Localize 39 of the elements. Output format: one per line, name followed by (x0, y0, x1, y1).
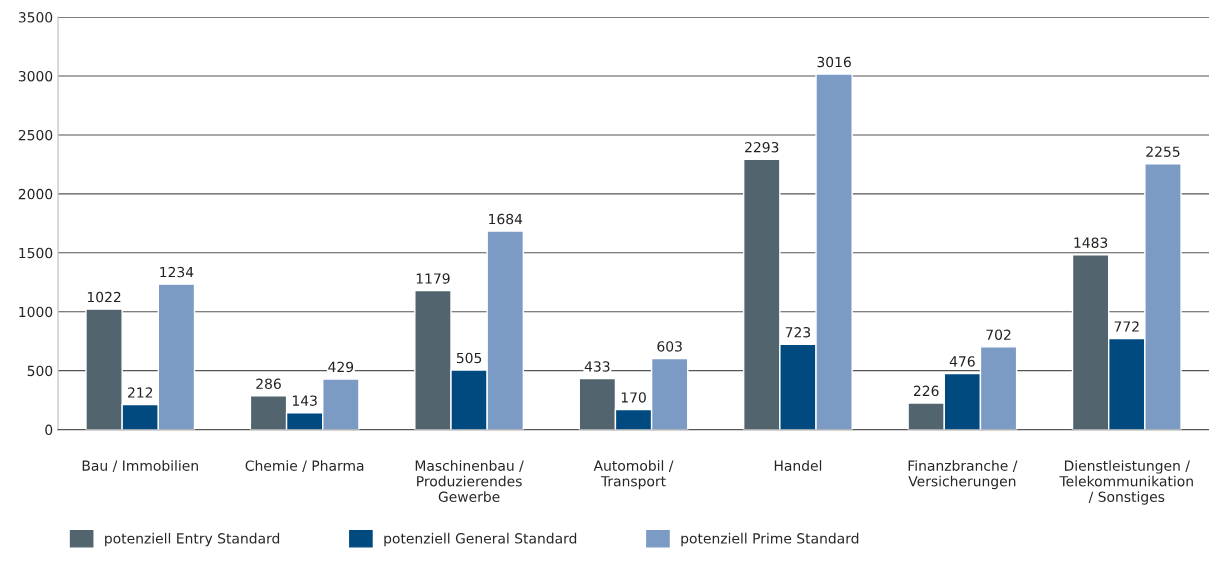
y-tick-label: 3000 (18, 70, 53, 82)
data-label: 286 (256, 378, 281, 390)
legend-label: potenziell General Standard (384, 532, 577, 547)
y-tick-label: 1500 (19, 247, 53, 259)
data-label: 702 (986, 329, 1011, 340)
data-label: 212 (128, 387, 153, 398)
x-tick-label: Chemie / Pharma (245, 460, 364, 472)
y-tick-label: 0 (45, 424, 53, 436)
y-tick-label: 2500 (18, 129, 53, 141)
data-label: 1179 (416, 273, 450, 284)
legend-label: potenziell Prime Standard (681, 532, 859, 547)
data-label: 772 (1114, 321, 1139, 332)
data-label: 433 (584, 361, 610, 372)
y-tick-label: 1000 (19, 306, 53, 318)
data-label: 603 (657, 341, 682, 352)
legend-label: potenziell Entry Standard (105, 532, 280, 547)
x-tick-label: Dienstleistungen / Telekommunikation / Sonstiges (1059, 460, 1193, 505)
data-label: 2255 (1146, 146, 1180, 157)
x-tick-label: Maschinenbau / Produzierendes Gewerbe (415, 460, 524, 503)
data-label: 1234 (160, 266, 194, 278)
data-label: 2293 (745, 141, 779, 153)
y-tick-label: 2000 (18, 188, 53, 200)
data-label: 143 (292, 395, 317, 406)
data-label: 1022 (87, 291, 121, 303)
data-label: 1483 (1074, 237, 1108, 248)
x-tick-label: Finanzbranche / Versicherungen (908, 460, 1018, 490)
data-label: 505 (456, 352, 482, 364)
x-tick-label: Handel (774, 460, 822, 471)
data-label: 226 (913, 385, 939, 397)
x-tick-label: Bau / Immobilien (82, 460, 198, 472)
y-tick-label: 500 (27, 365, 53, 377)
data-label: 170 (621, 392, 646, 403)
data-label: 476 (949, 356, 975, 367)
x-tick-label: Automobil / Transport (593, 460, 674, 490)
data-label: 723 (785, 327, 811, 338)
y-tick-label: 3500 (18, 12, 53, 23)
data-label: 429 (328, 361, 354, 373)
data-label: 1684 (489, 213, 523, 225)
data-label: 3016 (817, 56, 851, 68)
